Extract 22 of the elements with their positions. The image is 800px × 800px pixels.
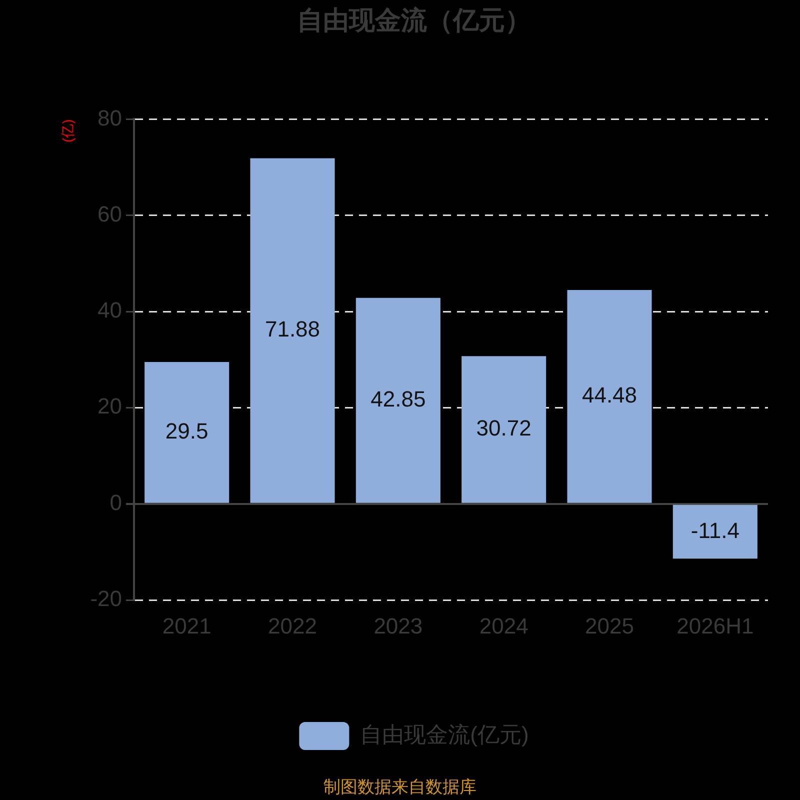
- y-tick-label: 20: [98, 394, 122, 419]
- chart-title: 自由现金流（亿元）: [297, 4, 531, 35]
- x-tick-label: 2024: [479, 613, 528, 638]
- y-tick-label: 40: [98, 298, 122, 323]
- y-axis-title: (亿): [59, 119, 76, 143]
- x-tick-label: 2026H1: [676, 613, 754, 638]
- data-label: 29.5: [165, 418, 208, 444]
- data-label: 30.72: [476, 416, 532, 441]
- y-tick-label: 60: [98, 201, 122, 226]
- text: 制图数据来自数据库: [324, 778, 476, 797]
- x-tick-label: 2022: [268, 613, 317, 638]
- data-label: -11.4: [690, 518, 740, 543]
- legend-label: 自由现金流(亿元): [360, 722, 529, 748]
- x-tick-label: 2025: [585, 613, 634, 638]
- data-label: 71.88: [264, 316, 320, 342]
- y-tick-label: 80: [98, 105, 122, 130]
- data-label: 44.48: [582, 382, 638, 408]
- x-tick-label: 2023: [374, 613, 423, 638]
- data-label: 42.85: [370, 386, 426, 412]
- y-tick-label: -20: [90, 586, 122, 612]
- y-tick-label: 0: [110, 490, 122, 515]
- x-tick-label: 2021: [162, 613, 212, 638]
